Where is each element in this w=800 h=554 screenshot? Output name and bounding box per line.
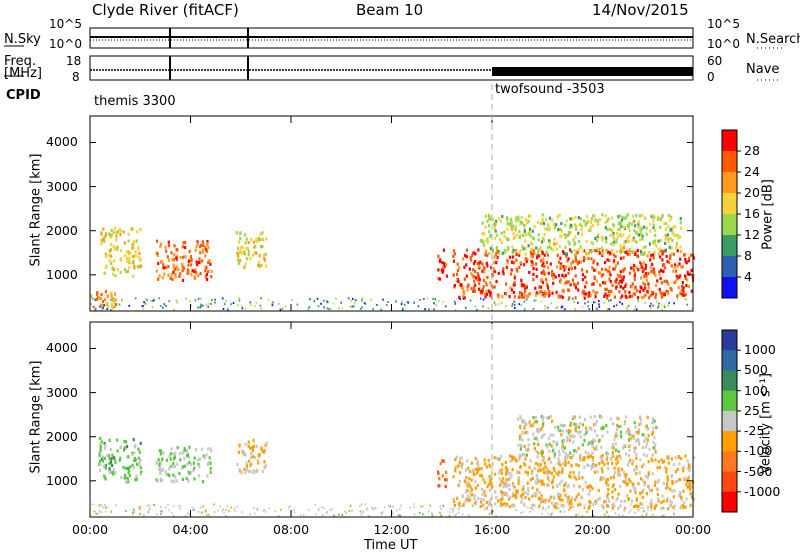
velocity-colorbar-band xyxy=(722,350,737,371)
date-label: 14/Nov/2015 xyxy=(592,1,689,19)
y-tick-label: 4000 xyxy=(46,134,78,150)
heatmap-patch-velocity-1 xyxy=(155,445,213,484)
y-tick-label: 1000 xyxy=(46,266,78,282)
freq-top-tick: 18 xyxy=(66,54,82,68)
heatmap-patch-power-4 xyxy=(437,248,449,281)
freq-label-line1: Freq. xyxy=(4,54,36,69)
x-tick-label: 16:00 xyxy=(474,522,511,537)
velocity-colorbar-band xyxy=(722,431,737,452)
power-colorbar-tick-label: 16 xyxy=(744,206,760,221)
y-tick-label: 4000 xyxy=(46,340,78,356)
nave-block xyxy=(492,67,693,76)
cpid-label: CPID xyxy=(6,88,41,103)
x-tick-label: 00:00 xyxy=(675,522,712,537)
power-colorbar-tick-label: 24 xyxy=(744,164,760,179)
heatmap-patch-velocity-0 xyxy=(98,436,143,484)
velocity-colorbar-band xyxy=(722,390,737,412)
velocity-colorbar-band xyxy=(722,471,737,493)
power-colorbar-band xyxy=(722,151,737,173)
power-colorbar xyxy=(721,129,741,299)
velocity-colorbar-tick-label: -500 xyxy=(744,463,773,479)
power-low-range-scatter xyxy=(90,297,694,311)
x-tick-label: 00:00 xyxy=(72,522,109,537)
power-colorbar-tick-label: 4 xyxy=(744,269,752,284)
power-colorbar-label: Power [dB] xyxy=(760,179,776,250)
x-tick-label: 08:00 xyxy=(273,522,310,537)
heatmap-patch-velocity-4 xyxy=(452,454,696,511)
power-colorbar-band xyxy=(722,214,737,236)
velocity-colorbar-band xyxy=(722,491,737,513)
cpid-themis: themis 3300 xyxy=(94,94,176,109)
cpid-twofsound: twofsound -3503 xyxy=(495,82,605,97)
y-tick-label: 2000 xyxy=(46,222,78,238)
y-tick-label: 3000 xyxy=(46,384,78,400)
nsky-label: N.Sky xyxy=(4,32,41,47)
velocity-colorbar-band xyxy=(722,370,737,392)
heatmap-patch-power-2 xyxy=(155,239,213,282)
velocity-y-axis-label: Slant Range [km] xyxy=(28,360,44,474)
nave-top-tick: 60 xyxy=(707,54,723,68)
nave-label: Nave xyxy=(746,62,780,77)
power-y-axis-label: Slant Range [km] xyxy=(28,153,44,267)
velocity-colorbar-tick-label: -100 xyxy=(744,443,773,459)
y-tick-label: 1000 xyxy=(46,472,78,488)
velocity-low-range-scatter xyxy=(91,503,695,517)
y-tick-label: 2000 xyxy=(46,428,78,444)
power-colorbar-band xyxy=(722,256,737,278)
velocity-colorbar-tick-label: 100 xyxy=(744,382,768,398)
power-colorbar-band xyxy=(722,235,737,257)
heatmap-patch-power-1 xyxy=(100,226,143,278)
heatmap-patch-power-6 xyxy=(479,213,683,256)
power-colorbar-tick-label: 28 xyxy=(744,143,760,158)
power-colorbar-tick-label: 12 xyxy=(744,227,760,242)
nsky-top-tick: 10^5 xyxy=(49,17,82,31)
x-tick-label: 12:00 xyxy=(373,522,410,537)
beam-label: Beam 10 xyxy=(356,1,424,19)
nave-bottom-tick: 0 xyxy=(707,70,715,84)
power-colorbar-band xyxy=(722,130,737,152)
x-tick-label: 20:00 xyxy=(574,522,611,537)
power-colorbar-band xyxy=(722,193,737,215)
heatmap-patch-velocity-2 xyxy=(236,438,268,475)
x-axis-label: Time UT xyxy=(364,538,418,553)
velocity-colorbar-tick-label: 1000 xyxy=(744,342,776,358)
x-tick-label: 04:00 xyxy=(172,522,209,537)
velocity-colorbar-tick-label: -1000 xyxy=(744,483,781,499)
velocity-colorbar-band xyxy=(722,410,737,432)
chart-title: Clyde River (fitACF) xyxy=(92,1,239,19)
nsearch-bottom-tick: 10^0 xyxy=(707,37,740,51)
velocity-colorbar-tick-label: 25 xyxy=(744,402,760,418)
power-colorbar-tick-label: 8 xyxy=(744,248,752,263)
nsearch-top-tick: 10^5 xyxy=(707,17,740,31)
velocity-colorbar-band xyxy=(722,330,737,351)
nsearch-label: N.Search xyxy=(746,32,800,47)
heatmap-patch-power-5 xyxy=(452,248,695,300)
heatmap-patch-velocity-5 xyxy=(517,414,658,458)
velocity-colorbar-tick-label: 500 xyxy=(744,362,768,378)
nsky-bottom-tick: 10^0 xyxy=(49,37,82,51)
velocity-panel-frame xyxy=(89,321,694,518)
heatmap-patch-velocity-3 xyxy=(437,459,448,489)
freq-bottom-tick: 8 xyxy=(72,70,80,84)
velocity-colorbar-band xyxy=(722,451,737,473)
y-tick-label: 3000 xyxy=(46,178,78,194)
velocity-colorbar xyxy=(721,329,741,513)
power-colorbar-band xyxy=(722,172,737,194)
freq-label-line2: [MHz] xyxy=(4,66,42,81)
power-colorbar-band xyxy=(722,277,737,299)
power-colorbar-tick-label: 20 xyxy=(744,185,760,200)
velocity-colorbar-tick-label: -25 xyxy=(744,423,765,439)
heatmap-patch-power-3 xyxy=(235,231,268,270)
velocity-colorbar-frame xyxy=(721,329,738,513)
